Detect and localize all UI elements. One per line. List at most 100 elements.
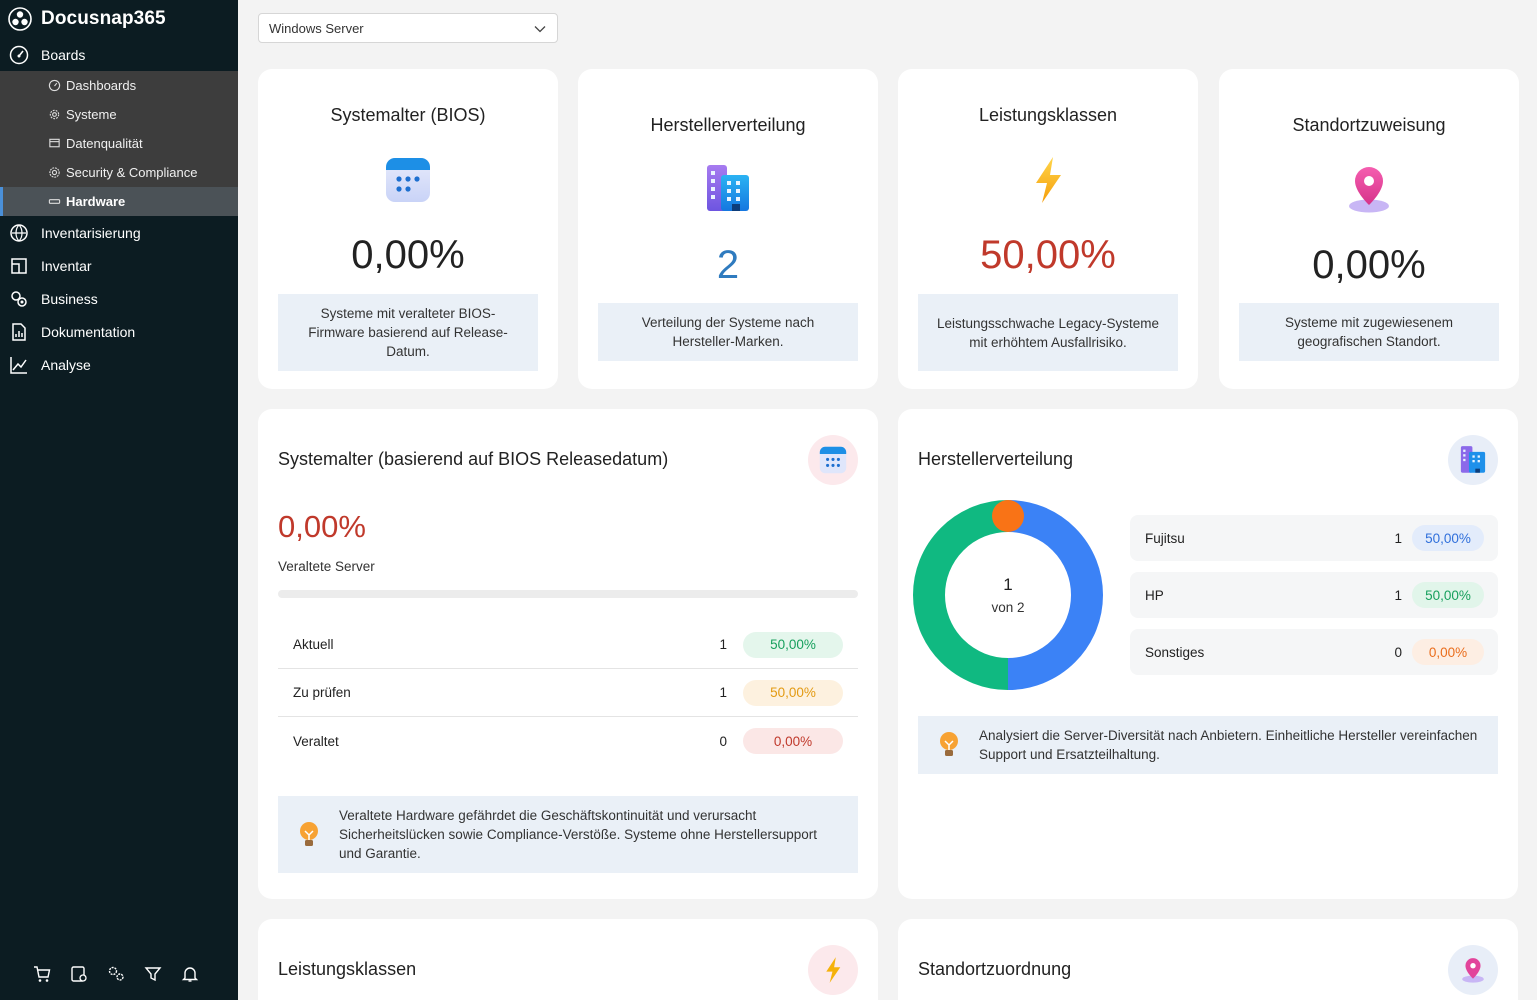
vendor-card: Herstellerverteilung 1 von 2 Fujitsu 1 5…: [898, 409, 1518, 899]
nav-business-label: Business: [41, 290, 98, 307]
bell-icon[interactable]: [180, 964, 200, 984]
calendar-icon: [386, 158, 430, 202]
donut-center-label: von 2: [991, 600, 1025, 615]
nav-inventarisierung-label: Inventarisierung: [41, 224, 141, 241]
nav-security-compliance-label: Security & Compliance: [66, 165, 198, 180]
age-card-hint: Veraltete Hardware gefährdet die Geschäf…: [278, 796, 858, 873]
nav-analyse[interactable]: Analyse: [0, 348, 238, 381]
kpi-value: 0,00%: [351, 233, 465, 277]
percent-badge: 50,00%: [1412, 525, 1484, 551]
nav-security-compliance[interactable]: Security & Compliance: [0, 158, 238, 187]
sidebar: Docusnap365 Boards Dashboards Systeme Da…: [0, 0, 238, 1000]
gear-icon: [47, 108, 61, 122]
inventory-icon: [9, 256, 29, 276]
percent-badge: 50,00%: [743, 631, 843, 658]
percent-badge: 50,00%: [1412, 582, 1484, 608]
donut-segment-1: [913, 500, 1009, 690]
nav-inventar-label: Inventar: [41, 257, 92, 274]
vendor-donut-chart: [913, 500, 1103, 690]
calendar-icon: [819, 446, 847, 474]
sidebar-footer: [32, 964, 200, 984]
globe-scan-icon: [9, 223, 29, 243]
kpi-value: 2: [716, 243, 740, 287]
list-item: Sonstiges 0 0,00%: [1130, 629, 1498, 675]
vendor-count: 1: [1394, 530, 1402, 546]
table-row: Veraltet 0 0,00%: [278, 717, 858, 765]
trend-icon: [9, 355, 29, 375]
nav-inventarisierung[interactable]: Inventarisierung: [0, 216, 238, 249]
cart-icon[interactable]: [32, 964, 52, 984]
loc-card-icon: [1448, 945, 1498, 995]
table-row: Zu prüfen 1 50,00%: [278, 669, 858, 717]
nav-dashboards-label: Dashboards: [66, 78, 137, 93]
nav-inventar[interactable]: Inventar: [0, 249, 238, 282]
kpi-title: Systemalter (BIOS): [330, 105, 486, 125]
perf-card-title: Leistungsklassen: [278, 959, 417, 979]
kpi-title: Standortzuweisung: [1292, 115, 1446, 135]
building-icon: [707, 165, 749, 211]
nav-datenqualitaet[interactable]: Datenqualität: [0, 129, 238, 158]
lightning-icon: [1036, 157, 1061, 203]
kpi-value: 50,00%: [980, 233, 1116, 277]
kpi-card-standortzuweisung[interactable]: Standortzuweisung 0,00% Systeme mit zuge…: [1219, 69, 1519, 389]
vendor-count: 0: [1394, 644, 1402, 660]
nav-dokumentation-label: Dokumentation: [41, 323, 136, 340]
nav-systeme[interactable]: Systeme: [0, 100, 238, 129]
kpi-value: 0,00%: [1312, 243, 1426, 287]
row-label: Zu prüfen: [293, 685, 351, 700]
percent-badge: 0,00%: [1412, 639, 1484, 665]
lightbulb-icon: [940, 732, 958, 756]
vendor-card-title: Herstellerverteilung: [918, 449, 1074, 469]
row-count: 1: [719, 637, 727, 652]
lightbulb-icon: [300, 822, 318, 846]
age-progress-track: [278, 590, 858, 598]
nav-datenqualitaet-label: Datenqualität: [66, 136, 143, 151]
perf-card-icon: [808, 945, 858, 995]
database-settings-icon[interactable]: [69, 964, 89, 984]
list-item: HP 1 50,00%: [1130, 572, 1498, 618]
row-count: 0: [719, 733, 727, 749]
app-title: Docusnap365: [41, 8, 166, 29]
donut-center-value: 1: [1003, 575, 1013, 594]
row-label: Veraltet: [293, 733, 339, 749]
hardware-icon: [47, 195, 61, 209]
nav-boards-label: Boards: [41, 46, 86, 63]
kpi-title: Herstellerverteilung: [650, 115, 806, 135]
row-count: 1: [719, 685, 727, 700]
nav-analyse-label: Analyse: [41, 356, 91, 373]
gauge-icon: [9, 45, 29, 65]
age-card-hint-text: Veraltete Hardware gefährdet die Geschäf…: [339, 808, 817, 861]
lightning-icon: [826, 957, 841, 983]
building-icon: [1460, 446, 1486, 473]
chevron-down-icon: [534, 26, 546, 33]
list-item: Fujitsu 1 50,00%: [1130, 515, 1498, 561]
server-type-select[interactable]: Windows Server: [258, 13, 558, 43]
vendor-label: Fujitsu: [1145, 530, 1185, 546]
nav-dashboards[interactable]: Dashboards: [0, 71, 238, 100]
vendor-label: HP: [1145, 587, 1164, 603]
window-icon: [47, 137, 61, 151]
donut-segment-0: [1007, 500, 1103, 690]
age-card-title: Systemalter (basierend auf BIOS Released…: [278, 449, 669, 469]
vendor-count: 1: [1394, 587, 1402, 603]
age-card: Systemalter (basierend auf BIOS Released…: [258, 409, 878, 899]
kpi-card-herstellerverteilung[interactable]: Herstellerverteilung 2 Verteilung der Sy…: [578, 69, 878, 389]
settings-icon[interactable]: [106, 964, 126, 984]
filter-icon[interactable]: [143, 964, 163, 984]
vendor-label: Sonstiges: [1145, 644, 1205, 660]
nav-boards[interactable]: Boards: [0, 38, 238, 71]
kpi-card-systemalter[interactable]: Systemalter (BIOS) 0,00% Systeme mit ver…: [258, 69, 558, 389]
nav-systeme-label: Systeme: [66, 107, 117, 122]
kpi-description: Leistungsschwache Legacy-Systeme mit erh…: [918, 294, 1178, 371]
age-card-value: 0,00%: [278, 509, 366, 544]
brand[interactable]: Docusnap365: [0, 0, 238, 38]
vendor-card-icon: [1448, 435, 1498, 485]
loc-card-title: Standortzuordnung: [918, 959, 1072, 979]
row-label: Aktuell: [293, 637, 334, 652]
nav-business[interactable]: Business: [0, 282, 238, 315]
nav-hardware[interactable]: Hardware: [0, 187, 238, 216]
document-chart-icon: [9, 322, 29, 342]
percent-badge: 0,00%: [743, 728, 843, 754]
nav-dokumentation[interactable]: Dokumentation: [0, 315, 238, 348]
kpi-card-leistungsklassen[interactable]: Leistungsklassen 50,00% Leistungsschwach…: [898, 69, 1198, 389]
